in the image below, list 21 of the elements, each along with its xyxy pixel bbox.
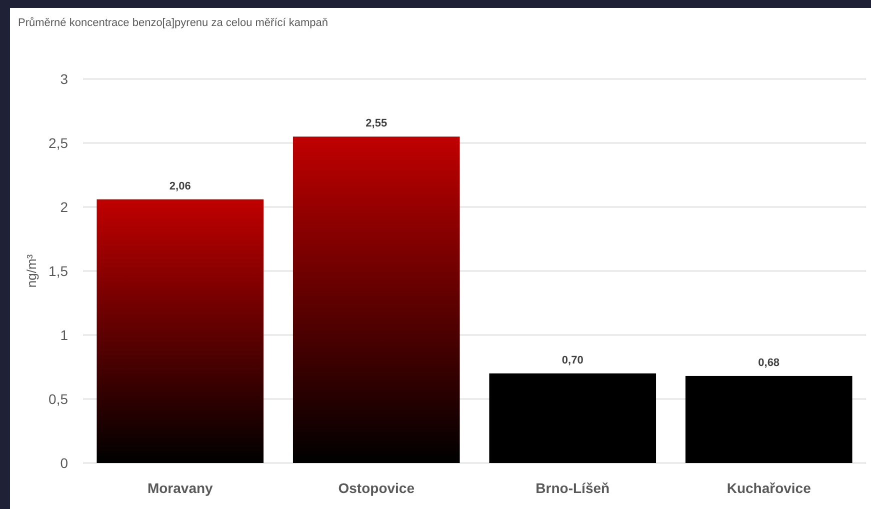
y-tick-label: 2 — [60, 198, 68, 215]
y-tick-label: 1 — [60, 326, 68, 343]
chart-title: Průměrné koncentrace benzo[a]pyrenu za celou měřící kampaň — [18, 17, 328, 29]
bar — [685, 376, 852, 463]
x-tick-label: Brno-Líšeň — [536, 480, 610, 496]
data-label: 0,68 — [758, 356, 780, 369]
x-tick-label: Ostopovice — [338, 480, 415, 496]
x-tick-label: Kuchařovice — [726, 480, 812, 496]
y-tick-label: 2,5 — [48, 134, 68, 151]
x-tick-label: Moravany — [147, 480, 214, 496]
bar — [96, 199, 264, 463]
y-tick-label: 1,5 — [48, 262, 68, 279]
y-tick-label: 3 — [60, 70, 68, 87]
bar — [489, 373, 656, 463]
y-tick-label: 0 — [60, 454, 68, 471]
data-label: 2,06 — [169, 180, 191, 192]
data-label: 2,55 — [366, 118, 388, 130]
data-label: 0,70 — [562, 354, 584, 366]
y-axis-title: ng/m³ — [24, 254, 39, 288]
y-tick-label: 0,5 — [48, 390, 68, 407]
bar — [292, 136, 460, 463]
